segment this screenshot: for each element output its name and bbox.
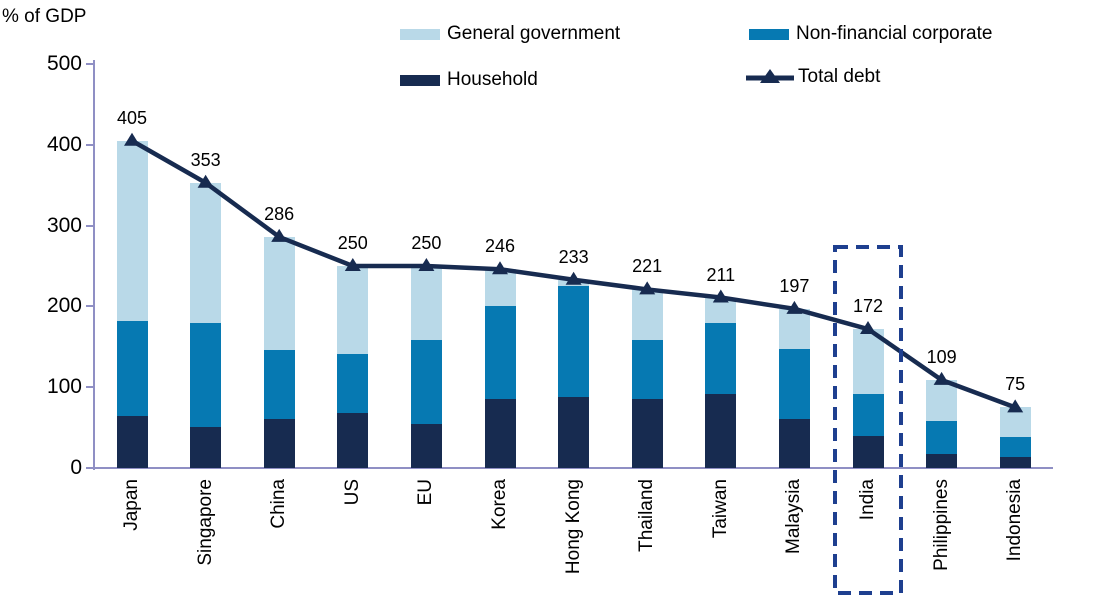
y-axis-tick bbox=[86, 467, 93, 469]
legend-item-non-financial-corporate: Non-financial corporate bbox=[749, 23, 992, 45]
y-axis-tick-label: 300 bbox=[46, 213, 82, 237]
bar-segment-non-financial-corporate bbox=[337, 354, 369, 414]
bar-segment-non-financial-corporate bbox=[999, 437, 1031, 458]
bar-value-label: 286 bbox=[264, 203, 295, 224]
bar-segment-non-financial-corporate bbox=[116, 320, 148, 417]
x-axis-category-label: Hong Kong bbox=[562, 479, 584, 575]
bar-value-label: 353 bbox=[190, 149, 221, 170]
x-axis-line bbox=[93, 467, 1053, 469]
bar-value-label: 250 bbox=[411, 233, 442, 253]
y-axis-tick bbox=[86, 305, 93, 308]
x-axis-category-label: Korea bbox=[489, 479, 510, 530]
y-axis-tick-label: 400 bbox=[46, 132, 82, 156]
legend-swatch-non-financial-corporate-icon bbox=[749, 28, 789, 40]
bar-value-label: 250 bbox=[337, 233, 368, 253]
x-axis-category-label: Taiwan bbox=[709, 479, 731, 539]
legend-label-non-financial-corporate: Non-financial corporate bbox=[796, 23, 993, 44]
y-axis-tick bbox=[86, 63, 93, 65]
x-axis-category-label: India bbox=[857, 479, 878, 521]
y-axis-tick bbox=[86, 143, 93, 146]
bar-value-label: 246 bbox=[484, 236, 516, 257]
bar-value-label: 172 bbox=[852, 296, 884, 317]
x-axis-category-label: Philippines bbox=[930, 479, 952, 571]
bar-value-label: 221 bbox=[632, 256, 663, 277]
x-axis-category-label: Japan bbox=[121, 479, 142, 531]
bar-segment-household bbox=[778, 418, 810, 468]
bar-segment-non-financial-corporate bbox=[926, 421, 958, 455]
x-axis-category-label: China bbox=[268, 479, 290, 529]
bar-segment-general-government bbox=[190, 182, 222, 323]
bar-segment-household bbox=[484, 398, 516, 468]
bar-segment-non-financial-corporate bbox=[778, 349, 810, 419]
bar-segment-household bbox=[410, 423, 442, 468]
bar-segment-household bbox=[558, 396, 590, 468]
bar-segment-household bbox=[337, 413, 369, 468]
legend-swatch-household-icon bbox=[400, 74, 440, 86]
x-axis-category-label: Singapore bbox=[194, 479, 216, 566]
bar-segment-non-financial-corporate bbox=[484, 306, 516, 399]
x-axis-category-label: Malaysia bbox=[783, 479, 805, 554]
y-axis-tick-label: 100 bbox=[46, 375, 82, 399]
bar-value-label: 109 bbox=[926, 346, 957, 367]
legend-item-general-government: General government bbox=[400, 23, 620, 45]
bar-value-label: 197 bbox=[779, 275, 810, 296]
bar-segment-household bbox=[116, 416, 148, 468]
bar-segment-general-government bbox=[631, 289, 663, 340]
x-axis-category-label: US bbox=[341, 479, 363, 506]
bar-segment-general-government bbox=[999, 407, 1031, 438]
legend-label-general-government: General government bbox=[447, 23, 621, 44]
y-axis-line bbox=[93, 60, 95, 470]
y-axis-unit-label: % of GDP bbox=[2, 6, 87, 27]
bar-value-label: 405 bbox=[116, 107, 148, 128]
bar-segment-household bbox=[263, 418, 295, 468]
bar-segment-non-financial-corporate bbox=[852, 394, 884, 436]
bar-segment-general-government bbox=[705, 297, 737, 323]
bar-segment-non-financial-corporate bbox=[705, 322, 737, 394]
bar-segment-general-government bbox=[926, 379, 958, 422]
bar-value-label: 211 bbox=[706, 264, 736, 285]
x-axis-category-label: Indonesia bbox=[1004, 479, 1026, 562]
bar-segment-household bbox=[926, 454, 958, 468]
total-debt-line-marker-icon bbox=[746, 69, 794, 83]
legend-label-household: Household bbox=[447, 69, 538, 90]
y-axis-tick bbox=[86, 386, 93, 389]
y-axis-tick bbox=[86, 224, 93, 227]
bar-value-label: 75 bbox=[1005, 374, 1026, 395]
x-axis-category-label: EU bbox=[415, 479, 437, 506]
legend-item-total-debt: Total debt bbox=[745, 66, 880, 88]
bar-segment-household bbox=[705, 393, 737, 468]
bar-segment-household bbox=[190, 426, 222, 468]
bar-segment-household bbox=[999, 457, 1031, 468]
bar-segment-household bbox=[631, 399, 663, 468]
bar-segment-general-government bbox=[410, 266, 442, 340]
bar-segment-general-government bbox=[337, 266, 369, 355]
legend-label-total-debt: Total debt bbox=[798, 66, 881, 87]
y-axis-tick-label: 0 bbox=[70, 456, 82, 479]
bar-segment-household bbox=[852, 435, 884, 468]
bar-segment-non-financial-corporate bbox=[631, 339, 663, 400]
legend-swatch-general-government-icon bbox=[400, 28, 440, 40]
bar-segment-non-financial-corporate bbox=[190, 322, 222, 427]
y-axis-tick-label: 500 bbox=[46, 52, 82, 75]
bar-segment-general-government bbox=[484, 269, 516, 307]
bar-segment-non-financial-corporate bbox=[558, 286, 590, 397]
bar-segment-general-government bbox=[263, 236, 295, 351]
bar-segment-general-government bbox=[558, 279, 590, 287]
bar-segment-non-financial-corporate bbox=[410, 339, 442, 424]
bar-segment-general-government bbox=[852, 329, 884, 395]
bar-segment-non-financial-corporate bbox=[263, 350, 295, 419]
legend-item-household: Household bbox=[400, 69, 538, 91]
bar-value-label: 233 bbox=[558, 246, 589, 267]
y-axis-tick-label: 200 bbox=[46, 294, 82, 318]
x-axis-category-label: Thailand bbox=[636, 479, 658, 552]
bar-segment-general-government bbox=[778, 308, 810, 350]
bar-segment-general-government bbox=[116, 140, 148, 321]
